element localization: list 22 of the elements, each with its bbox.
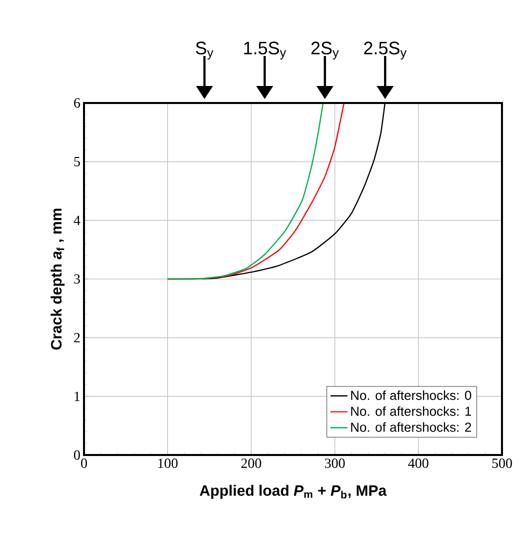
x-axis-title: Applied load P$_{m}$ + P$_{b}$, MPa	[200, 484, 387, 499]
y-tick-label: 5	[74, 157, 80, 166]
legend-label: No. of aftershocks: 0	[351, 390, 472, 400]
y-axis-title: Crack depth a$_{f}$ , mm	[50, 208, 65, 350]
legend-label: No. of aftershocks: 1	[351, 406, 472, 416]
y-tick-label: 1	[74, 392, 80, 401]
x2-tick-label: 2.5S$_{y}$	[364, 42, 407, 60]
y-tick-label: 3	[74, 274, 80, 284]
x2-tick-label: S$_{y}$	[196, 42, 214, 60]
y-tick-label: 0	[74, 450, 80, 460]
x-tick-label: 0	[81, 458, 87, 468]
y-tick-label: 2	[74, 333, 80, 342]
y-tick-label: 6	[74, 98, 80, 108]
x2-tick-label: 2S$_{y}$	[311, 42, 339, 60]
x-tick-label: 200	[241, 458, 262, 468]
x-tick-label: 500	[492, 458, 512, 468]
y-tick-label: 4	[74, 216, 80, 225]
x-tick-label: 300	[324, 458, 345, 468]
legend-label: No. of aftershocks: 2	[351, 422, 472, 432]
x2-tick-label: 1.5S$_{y}$	[244, 42, 286, 60]
x-tick-label: 400	[408, 458, 428, 468]
x-tick-label: 100	[158, 458, 178, 468]
